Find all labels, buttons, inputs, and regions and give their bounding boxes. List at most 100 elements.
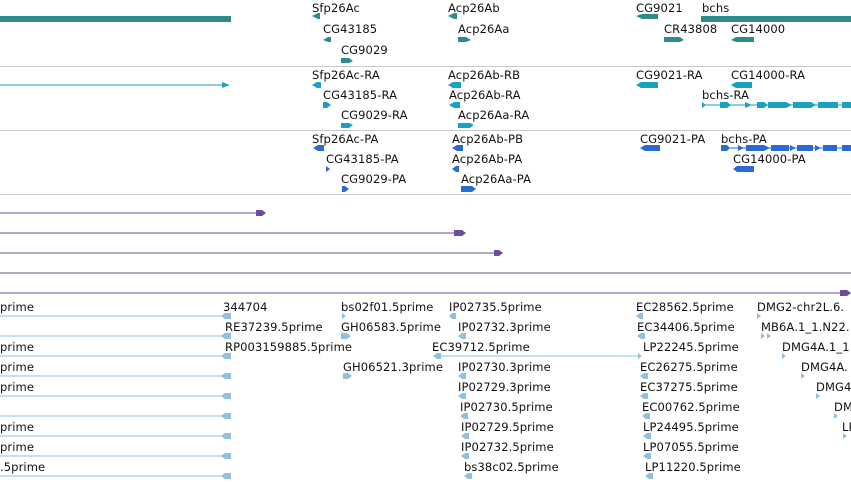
est-label[interactable]: IP02735.5prime <box>449 300 542 314</box>
gene-label[interactable]: Sfp26Ac <box>312 1 360 15</box>
est-label[interactable]: LP11220.5prime <box>645 460 741 474</box>
gene-label[interactable]: Acp26Ab <box>448 1 500 15</box>
arrow-right-icon <box>757 102 768 108</box>
est-label[interactable]: prime <box>0 440 35 454</box>
transcript-protein-glyphs <box>313 145 851 192</box>
est-label[interactable]: IP02732.5prime <box>461 440 554 454</box>
gene-feature[interactable] <box>701 16 851 22</box>
protein-label[interactable]: CG9021-PA <box>640 132 706 146</box>
est-label[interactable]: RP003159885.5prime <box>225 340 353 354</box>
gene-label[interactable]: CG43185 <box>323 22 378 36</box>
arrow-left-icon <box>642 413 650 419</box>
est-label[interactable]: LP07055.5prime <box>643 440 739 454</box>
arrow-right-icon <box>341 123 353 128</box>
transcript-label[interactable]: Sfp26Ac-RA <box>312 68 380 82</box>
est-label[interactable]: EC00762.5prime <box>642 400 740 414</box>
est-label[interactable]: GH06583.5prime <box>341 320 442 334</box>
protein-label[interactable]: CG43185-PA <box>326 152 399 166</box>
arrow-left-icon <box>221 353 231 359</box>
arrow-right-icon <box>326 166 330 172</box>
arrow-left-icon <box>733 166 754 172</box>
protein-label[interactable]: bchs-PA <box>721 132 767 146</box>
gene-label[interactable]: CG9029 <box>341 43 388 57</box>
est-label[interactable]: GH06521.3prime <box>343 360 444 374</box>
est-label[interactable]: IP02730.3prime <box>458 360 551 374</box>
protein-label[interactable]: CG9029-PA <box>341 172 407 186</box>
protein-label[interactable]: Sfp26Ac-PA <box>312 132 379 146</box>
gene-label[interactable]: CR43808 <box>664 22 718 36</box>
est-label[interactable]: bs38c02.5prime <box>464 460 559 474</box>
arrow-left-icon <box>221 313 231 319</box>
est-label[interactable]: LP <box>842 420 851 434</box>
est-label[interactable]: IP02730.5prime <box>460 400 553 414</box>
transcript-label[interactable]: Acp26Ab-RB <box>448 68 521 82</box>
arrow-right-icon <box>790 145 796 151</box>
arrow-left-icon <box>637 333 645 339</box>
est-label[interactable]: DMG4 <box>816 380 851 394</box>
est-label[interactable]: EC28562.5prime <box>636 300 734 314</box>
arrow-right-icon <box>721 145 730 151</box>
arrow-left-icon <box>640 145 660 151</box>
est-label[interactable]: .5prime <box>0 460 46 474</box>
transcript-label[interactable]: Acp26Ab-RA <box>449 88 521 102</box>
est-label[interactable]: prime <box>0 360 35 374</box>
est-label[interactable]: EC34406.5prime <box>637 320 735 334</box>
est-label[interactable]: DM <box>834 400 851 414</box>
est-label[interactable]: EC37275.5prime <box>640 380 738 394</box>
arrow-left-icon <box>221 453 231 459</box>
transcript-label[interactable]: Acp26Aa-RA <box>458 108 530 122</box>
est-label[interactable]: IP02732.3prime <box>458 320 551 334</box>
arrow-left-icon <box>458 373 466 379</box>
arrow-left-icon <box>645 473 653 479</box>
arrow-left-icon <box>636 82 658 88</box>
est-label[interactable]: prime <box>0 340 35 354</box>
arrow-left-icon <box>461 433 469 439</box>
transcript-label[interactable]: CG43185-RA <box>323 88 398 102</box>
gene-feature[interactable] <box>0 16 231 22</box>
gene-label[interactable]: Acp26Aa <box>458 22 510 36</box>
arrow-right-icon <box>782 353 786 359</box>
arrow-left-icon <box>221 413 231 419</box>
transcript-label[interactable]: CG9029-RA <box>341 108 408 122</box>
est-label[interactable]: EC26275.5prime <box>640 360 738 374</box>
arrow-left-icon <box>460 413 468 419</box>
est-label[interactable]: LP22245.5prime <box>643 340 739 354</box>
arrow-right-icon <box>757 313 761 319</box>
est-label[interactable]: prime <box>0 420 35 434</box>
transcript-label[interactable]: CG14000-RA <box>731 68 806 82</box>
est-label[interactable]: DMG4A. <box>801 360 848 374</box>
arrow-left-icon <box>312 13 320 19</box>
arrow-left-icon <box>731 37 754 42</box>
est-label[interactable]: bs02f01.5prime <box>341 300 434 314</box>
est-label[interactable]: MB6A.1_1.N22. <box>761 320 850 334</box>
gene-label[interactable]: CG9021 <box>636 1 683 15</box>
est-label[interactable]: prime <box>0 380 35 394</box>
est-label[interactable]: EC39712.5prime <box>432 340 530 354</box>
est-label[interactable]: prime <box>0 300 35 314</box>
transcript-rna-glyphs <box>0 82 851 128</box>
protein-label[interactable]: Acp26Aa-PA <box>461 172 532 186</box>
arrow-right-icon <box>323 102 331 108</box>
est-label[interactable]: DMG4A.1_1 <box>782 340 850 354</box>
protein-label[interactable]: CG14000-PA <box>733 152 806 166</box>
arrow-left-icon <box>464 473 472 479</box>
arrow-right-icon <box>458 123 474 128</box>
est-label[interactable]: IP02729.5prime <box>461 420 554 434</box>
est-label[interactable]: 344704 <box>223 300 268 314</box>
protein-label[interactable]: Acp26Ab-PB <box>452 132 524 146</box>
transcript-label[interactable]: bchs-RA <box>702 88 750 102</box>
est-label[interactable]: DMG2-chr2L.6. <box>757 300 845 314</box>
est-label[interactable]: RE37239.5prime <box>225 320 323 334</box>
transcript-label[interactable]: CG9021-RA <box>636 68 703 82</box>
arrow-right-icon <box>786 102 792 108</box>
arrow-left-icon <box>448 82 461 88</box>
protein-label[interactable]: Acp26Ab-PA <box>452 152 523 166</box>
arrow-left-icon <box>452 166 459 172</box>
arrow-right-icon <box>767 333 771 339</box>
arrow-right-icon <box>256 210 266 216</box>
est-label[interactable]: LP24495.5prime <box>643 420 739 434</box>
gene-label[interactable]: CG14000 <box>731 22 786 36</box>
est-label[interactable]: IP02729.3prime <box>458 380 551 394</box>
gene-label[interactable]: bchs <box>702 1 730 15</box>
